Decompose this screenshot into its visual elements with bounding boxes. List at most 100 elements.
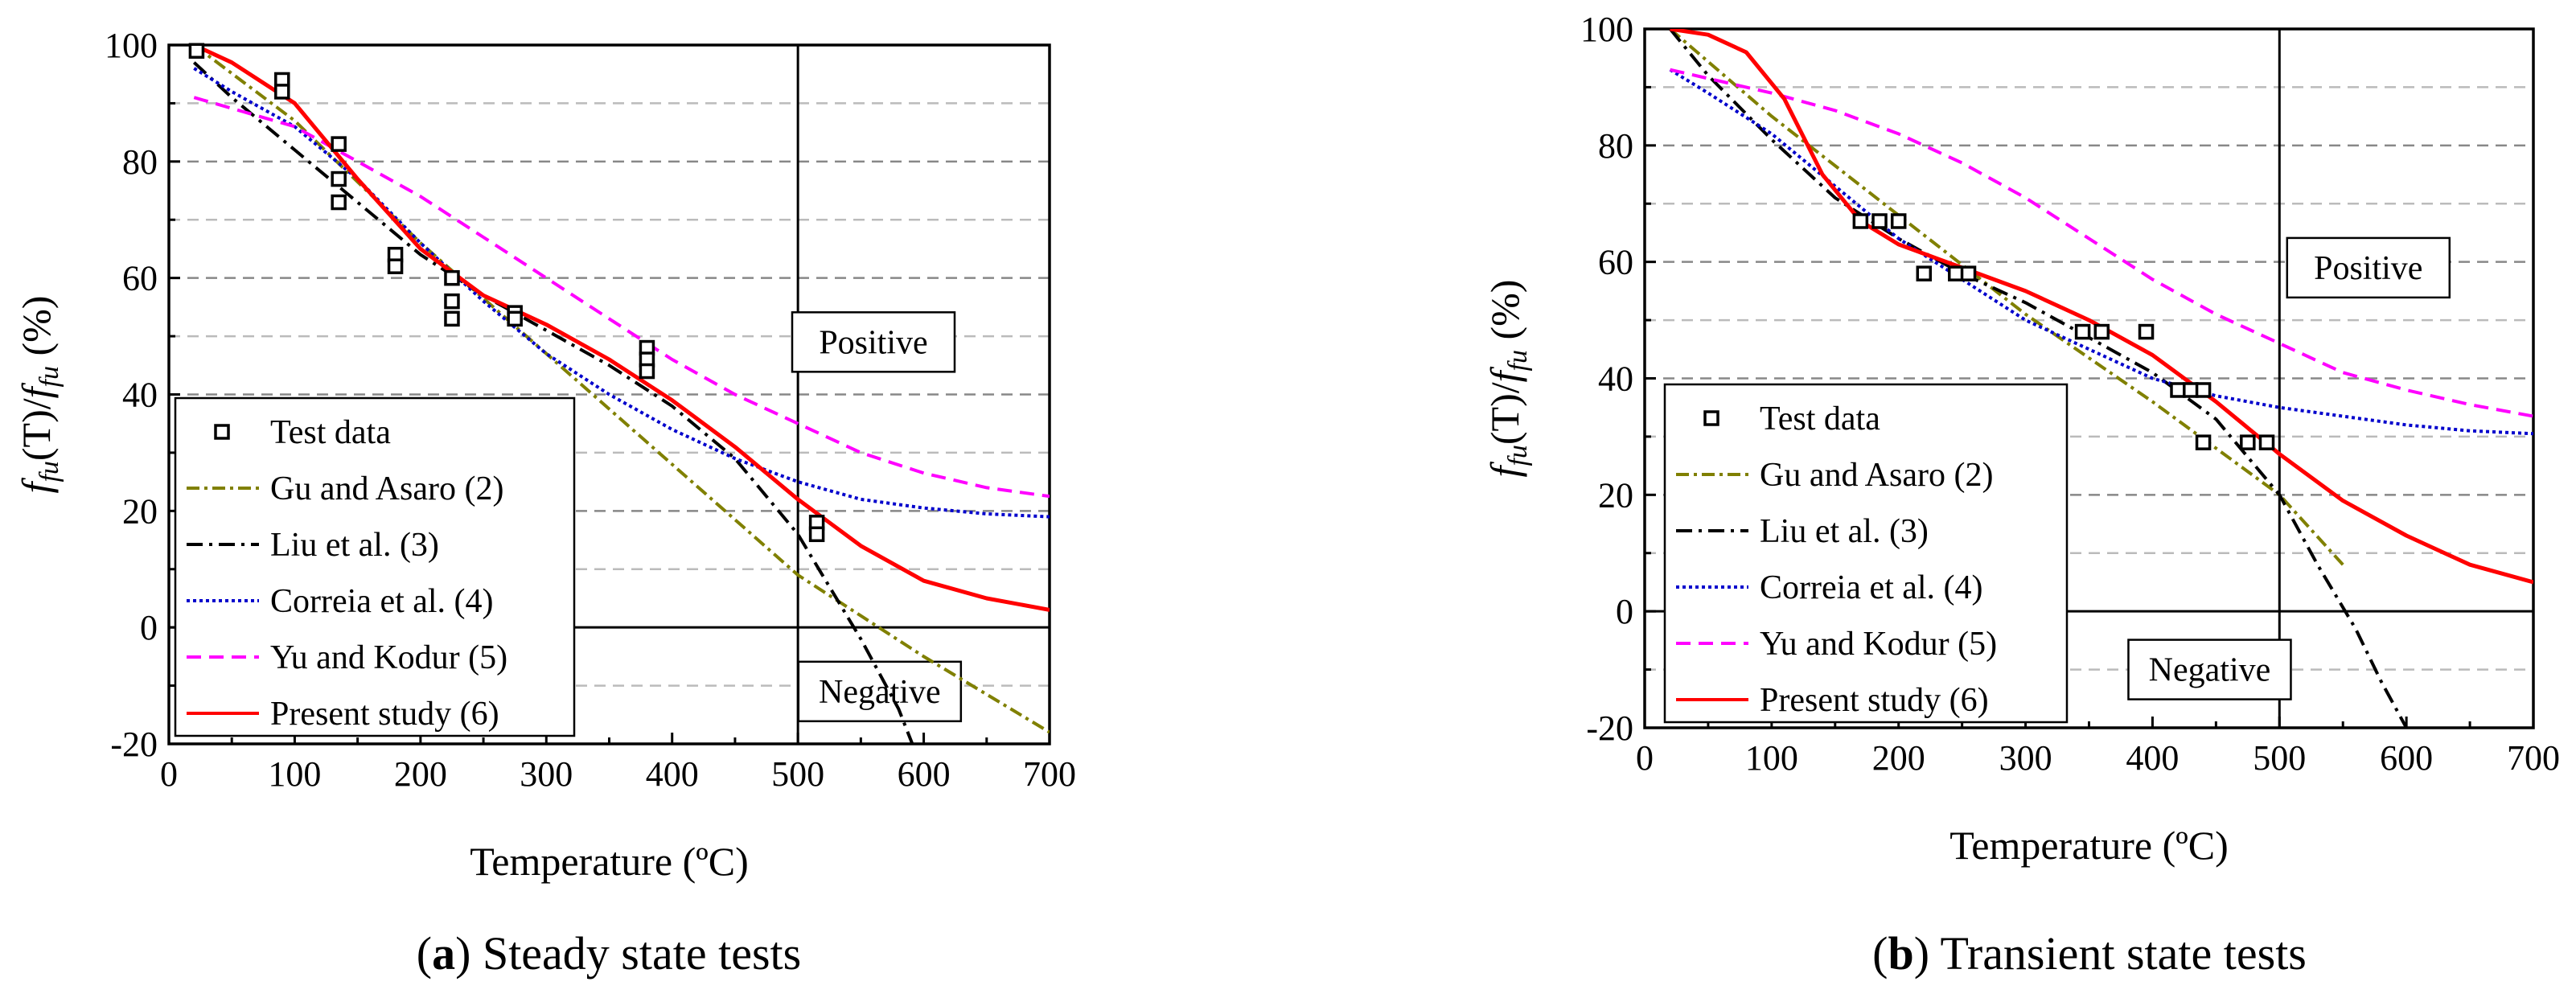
y-axis-title-part: fu: [35, 366, 64, 387]
chart-panel-a: 0 100 200 300 400 500 600 700-20020406080100Pos…: [14, 26, 1076, 980]
panel-caption: (b) Transient state tests: [1872, 927, 2307, 980]
x-tick-label: 600: [2380, 738, 2433, 778]
y-tick-label: 80: [1598, 126, 1633, 166]
series-line: [1669, 68, 2533, 436]
panel-caption: (a) Steady state tests: [417, 927, 801, 980]
region-label: Negative: [819, 674, 941, 711]
y-tick-label: 20: [122, 491, 158, 531]
test-data-point: [331, 170, 347, 187]
series-line: [1670, 29, 2533, 585]
region-box: [791, 311, 956, 373]
caption-paren: (: [1872, 927, 1888, 980]
test-data-point: [1871, 213, 1888, 229]
y-tick-label: 60: [1598, 243, 1633, 282]
x-tick-label: 100: [1745, 738, 1798, 778]
test-data-point: [2138, 323, 2155, 340]
legend-label: Liu et al. (3): [1760, 513, 1929, 550]
x-axis-title: Temperature (ºC): [470, 839, 749, 884]
x-tick-label: 200: [394, 754, 447, 794]
test-data-point: [2240, 434, 2256, 450]
series-line: [193, 67, 1050, 519]
legend-box: [174, 396, 576, 737]
test-data-point: [2195, 434, 2212, 450]
region-box: [2127, 639, 2292, 700]
y-tick-label: 60: [122, 259, 158, 298]
x-tick-label: 500: [2253, 738, 2306, 778]
test-data-point: [444, 269, 460, 286]
test-data-point: [2170, 382, 2186, 398]
x-tick-label: 0: [1636, 738, 1654, 778]
y-axis-title-part: fu: [1503, 350, 1533, 371]
x-tick-label: 700: [2507, 738, 2560, 778]
series-line: [193, 45, 1050, 612]
y-tick-label: 0: [1616, 592, 1633, 631]
test-data-point: [808, 526, 825, 543]
y-axis-title-part: (T)/: [14, 398, 59, 461]
legend-label: Present study (6): [1760, 682, 1989, 719]
region-label: Positive: [2314, 250, 2422, 287]
caption-paren: ): [1914, 927, 1929, 980]
test-data-point: [331, 194, 347, 211]
y-tick-label: -20: [1586, 708, 1633, 748]
test-data-point: [2093, 323, 2110, 340]
y-tick-label: 20: [1598, 475, 1633, 515]
region-box: [2286, 236, 2451, 299]
y-tick-label: 0: [140, 608, 158, 647]
y-tick-label: 100: [105, 26, 158, 65]
x-tick-label: 0: [160, 754, 178, 794]
y-axis-title: ffu(T)/ffu (%): [14, 296, 64, 494]
y-axis-title-part: (%): [1482, 280, 1527, 350]
x-tick-label: 400: [2126, 738, 2179, 778]
x-tick-label: 600: [898, 754, 951, 794]
region-label: Positive: [819, 324, 927, 361]
test-data-point: [639, 363, 655, 380]
series-line: [193, 45, 1050, 734]
legend-label: Yu and Kodur (5): [1760, 626, 1997, 663]
x-axis-title: Temperature (ºC): [1949, 823, 2229, 868]
legend-label: Yu and Kodur (5): [270, 639, 507, 676]
test-data-point: [444, 310, 460, 327]
test-data-point: [188, 43, 205, 59]
x-tick-label: 300: [1999, 738, 2052, 778]
legend-label: Correia et al. (4): [1760, 569, 1983, 606]
test-data-point: [274, 84, 290, 100]
test-data-point: [1890, 213, 1907, 229]
series-group: [192, 45, 1050, 744]
y-axis-title-part: (%): [14, 296, 59, 366]
legend-marker: [214, 424, 230, 440]
region-label: Negative: [2149, 652, 2271, 689]
caption-paren: ): [455, 927, 470, 980]
series-line: [192, 61, 914, 744]
test-data-point: [507, 310, 523, 327]
series-line: [193, 96, 1050, 499]
region-box: [797, 660, 963, 723]
y-axis-title-part: fu: [1503, 445, 1533, 466]
caption-paren: (: [417, 927, 432, 980]
legend-label: Test data: [1760, 400, 1880, 437]
x-tick-label: 400: [646, 754, 699, 794]
test-data-point: [1948, 265, 1964, 281]
test-data-point: [2258, 434, 2275, 450]
caption-title: Steady state tests: [470, 927, 801, 980]
caption-letter: a: [432, 927, 455, 980]
test-data-point: [1852, 213, 1869, 229]
y-tick-label: 100: [1580, 10, 1633, 49]
y-axis-title-part: fu: [35, 461, 64, 482]
legend-label: Liu et al. (3): [270, 527, 439, 564]
y-tick-label: 40: [1598, 359, 1633, 399]
legend-label: Gu and Asaro (2): [270, 470, 503, 507]
x-tick-label: 700: [1023, 754, 1076, 794]
y-tick-label: -20: [110, 725, 158, 764]
test-data-point: [2074, 323, 2091, 340]
series-line: [1670, 68, 2533, 418]
caption-title: Transient state tests: [1929, 927, 2307, 980]
test-data-point: [1916, 265, 1933, 281]
series-line: [1669, 29, 2344, 566]
legend-label: Present study (6): [270, 696, 499, 733]
test-data-point: [331, 136, 347, 152]
x-tick-label: 500: [771, 754, 824, 794]
legend-box: [1663, 383, 2069, 724]
test-data-point: [1960, 265, 1977, 281]
legend-label: Gu and Asaro (2): [1760, 457, 1993, 494]
